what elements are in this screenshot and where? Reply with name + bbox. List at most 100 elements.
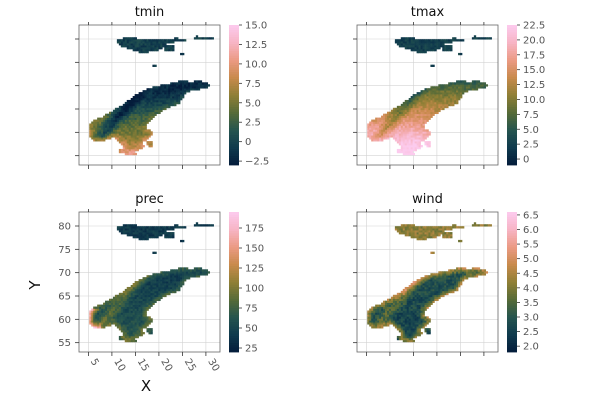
heat-cell bbox=[428, 92, 431, 95]
heat-cell bbox=[99, 131, 102, 134]
heat-cell bbox=[182, 273, 185, 276]
heat-cell bbox=[158, 281, 161, 284]
heat-cell bbox=[138, 316, 141, 319]
heat-cell bbox=[432, 47, 435, 50]
heat-cell bbox=[485, 224, 489, 227]
colorbar-band bbox=[507, 261, 517, 264]
heat-cell bbox=[414, 113, 417, 116]
heat-cell bbox=[99, 326, 102, 329]
heat-cell bbox=[367, 133, 370, 136]
heat-cell bbox=[475, 82, 479, 85]
heat-cell bbox=[128, 308, 132, 311]
colorbar-band bbox=[507, 78, 517, 82]
heat-cell bbox=[392, 306, 396, 309]
heat-cell bbox=[367, 125, 370, 128]
heat-cell bbox=[162, 105, 165, 109]
colorbar-band bbox=[507, 34, 517, 38]
heat-cell bbox=[410, 300, 413, 303]
heat-cell bbox=[424, 294, 427, 298]
heat-cell bbox=[369, 318, 372, 321]
colorbar-band bbox=[507, 137, 517, 140]
heat-cell bbox=[434, 283, 437, 286]
heat-cell bbox=[396, 109, 400, 113]
heat-cell bbox=[426, 286, 429, 290]
heat-cell bbox=[132, 119, 135, 122]
heat-cell bbox=[152, 101, 155, 105]
heat-cell bbox=[140, 96, 143, 99]
heat-cell bbox=[182, 267, 185, 270]
heat-cell bbox=[158, 292, 161, 296]
heat-cell bbox=[475, 269, 479, 272]
heat-cell bbox=[134, 322, 137, 325]
heat-cell bbox=[124, 306, 128, 309]
heat-cell bbox=[148, 119, 151, 122]
colorbar-band bbox=[229, 116, 239, 119]
heat-cell bbox=[377, 129, 380, 132]
heat-cell bbox=[126, 127, 130, 130]
heat-cell bbox=[152, 281, 155, 284]
heat-cell bbox=[116, 300, 120, 303]
heat-cell bbox=[392, 111, 396, 115]
heat-cell bbox=[120, 127, 124, 130]
heat-cell bbox=[132, 105, 135, 109]
heat-cell bbox=[428, 302, 431, 305]
heat-cell bbox=[412, 281, 415, 284]
heat-cell bbox=[375, 320, 378, 323]
heat-cell bbox=[108, 111, 112, 115]
heat-cell bbox=[152, 48, 155, 52]
heat-cell bbox=[122, 115, 126, 118]
heat-cell bbox=[107, 312, 110, 315]
heat-cell bbox=[406, 99, 410, 103]
heat-cell bbox=[436, 232, 439, 235]
heat-cell bbox=[112, 314, 116, 317]
heat-cell bbox=[412, 326, 415, 329]
heat-cell bbox=[390, 113, 394, 116]
heat-cell bbox=[402, 150, 406, 154]
heat-cell bbox=[400, 302, 404, 305]
heat-cell bbox=[185, 269, 189, 272]
colorbar-tick-label: 7.5 bbox=[523, 110, 539, 121]
heat-cell bbox=[130, 292, 134, 296]
heat-cell bbox=[436, 97, 439, 101]
heat-cell bbox=[134, 129, 137, 132]
heat-cell bbox=[126, 113, 130, 116]
heat-cell bbox=[420, 50, 423, 54]
heat-cell bbox=[203, 224, 207, 227]
heat-cell bbox=[126, 330, 130, 333]
heat-cell bbox=[406, 312, 410, 315]
heat-cell bbox=[406, 152, 410, 156]
heat-cell bbox=[134, 152, 137, 156]
heat-cell bbox=[454, 84, 457, 87]
heat-cell bbox=[160, 283, 163, 286]
heat-cell bbox=[150, 284, 153, 288]
heat-cell bbox=[383, 320, 386, 323]
heat-cell bbox=[418, 50, 421, 54]
heat-cell bbox=[412, 283, 415, 286]
heat-cell bbox=[396, 316, 400, 319]
heat-cell bbox=[420, 48, 423, 52]
heat-cell bbox=[414, 332, 417, 335]
heat-cell bbox=[156, 292, 159, 296]
colorbar-tick-label: −2.5 bbox=[245, 157, 269, 168]
heat-cell bbox=[180, 96, 183, 99]
heat-cell bbox=[475, 267, 479, 270]
heat-cell bbox=[414, 94, 417, 97]
heat-cell bbox=[371, 123, 374, 126]
colorbar-band bbox=[507, 265, 517, 269]
heat-cell bbox=[369, 125, 372, 128]
heat-cell bbox=[416, 316, 419, 319]
heat-cell bbox=[124, 310, 128, 313]
colorbar-band bbox=[507, 303, 517, 306]
heat-cell bbox=[172, 271, 175, 274]
heat-cell bbox=[152, 111, 155, 115]
heat-cell bbox=[420, 312, 423, 315]
heat-cell bbox=[383, 316, 386, 319]
heat-cell bbox=[124, 115, 128, 118]
heat-cell bbox=[408, 97, 412, 101]
heat-cell bbox=[110, 314, 114, 317]
heat-cell bbox=[130, 139, 134, 142]
heat-cell bbox=[152, 232, 155, 235]
heat-cell bbox=[156, 275, 159, 278]
heat-cell bbox=[406, 337, 410, 341]
heat-cell bbox=[112, 310, 116, 313]
